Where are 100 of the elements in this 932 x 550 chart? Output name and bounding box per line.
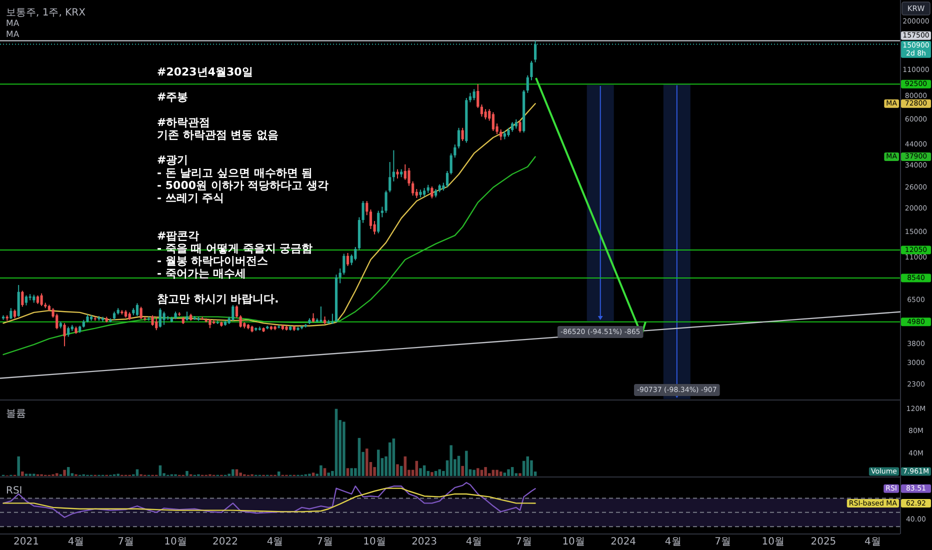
- candlestick: [446, 170, 449, 188]
- x-tick-label: 2023: [412, 536, 438, 548]
- candlestick: [250, 326, 254, 332]
- candlestick: [59, 322, 62, 328]
- candlestick: [472, 89, 476, 100]
- candlestick: [514, 119, 518, 129]
- candlestick: [281, 324, 284, 330]
- bar: [457, 456, 460, 476]
- candlestick: [308, 318, 311, 324]
- candlestick: [262, 327, 265, 332]
- candlestick: [67, 326, 70, 337]
- candlestick: [6, 315, 8, 321]
- bar: [415, 460, 418, 476]
- x-tick-label: 2025: [810, 536, 836, 548]
- annotation: #2023년4월30일 #주봉: [157, 66, 253, 104]
- bar: [358, 438, 361, 476]
- candlestick: [461, 128, 464, 141]
- candlestick: [331, 314, 334, 324]
- candlestick: [426, 184, 430, 193]
- candlestick: [232, 304, 234, 321]
- candlestick: [140, 306, 142, 320]
- line-series: [2, 156, 536, 356]
- x-tick-label: 10월: [164, 536, 187, 548]
- bar: [346, 468, 350, 476]
- candlestick: [266, 326, 269, 330]
- candlestick: [144, 316, 146, 321]
- bar: [55, 473, 58, 476]
- candlestick: [40, 293, 43, 306]
- candlestick: [63, 323, 66, 346]
- candlestick: [246, 324, 250, 330]
- bar: [342, 422, 346, 476]
- candlestick: [346, 253, 350, 266]
- annotation: 참고만 하시기 바랍니다.: [157, 292, 279, 306]
- bar: [518, 473, 522, 476]
- bar: [327, 472, 330, 476]
- line-series: [2, 482, 536, 518]
- text: 볼륨: [6, 408, 26, 420]
- candlestick: [158, 308, 162, 328]
- candlestick: [396, 169, 399, 178]
- candlestick: [235, 305, 238, 318]
- candlestick: [13, 309, 16, 318]
- bar: [232, 469, 234, 476]
- bar: [499, 472, 502, 476]
- candlestick: [323, 316, 326, 324]
- candlestick: [98, 316, 100, 321]
- x-tick-label: 7월: [516, 536, 532, 548]
- candlestick: [400, 169, 403, 178]
- candlestick: [377, 210, 380, 234]
- text: RSI: [6, 486, 22, 496]
- candlestick: [457, 128, 460, 148]
- bar: [17, 456, 20, 476]
- bar: [450, 445, 452, 476]
- candlestick: [151, 315, 154, 326]
- candlestick: [334, 274, 338, 322]
- candlestick: [109, 318, 112, 322]
- candlestick: [423, 188, 426, 197]
- bar: [366, 448, 368, 476]
- candlestick: [366, 200, 368, 216]
- candlestick: [193, 316, 196, 320]
- bar: [507, 469, 510, 476]
- bar: [496, 470, 498, 476]
- candlestick: [44, 302, 47, 308]
- candlestick: [342, 254, 346, 275]
- bar: [320, 465, 322, 476]
- x-tick-label: 10월: [762, 536, 785, 548]
- candlestick: [384, 190, 388, 213]
- candlestick: [392, 150, 395, 182]
- bar: [323, 468, 326, 476]
- x-tick-label: 4월: [664, 536, 682, 548]
- candlestick: [296, 326, 300, 331]
- candlestick: [17, 285, 20, 317]
- x-tick-label: 7월: [118, 536, 134, 548]
- text: 보통주, 1주, KRX: [6, 8, 86, 18]
- candlestick: [320, 306, 322, 322]
- candlestick: [270, 326, 272, 330]
- candlestick: [522, 90, 526, 133]
- candlestick: [216, 320, 219, 324]
- candlestick: [128, 312, 131, 320]
- bar: [239, 472, 242, 476]
- x-tick-label: 4월: [864, 536, 881, 548]
- bar: [438, 469, 441, 476]
- candlestick: [2, 315, 5, 320]
- candlestick: [186, 312, 188, 321]
- annotation: #하락관점 기존 하락관점 변동 없음: [157, 116, 278, 142]
- candlestick: [492, 112, 494, 131]
- candlestick: [450, 153, 452, 174]
- x-tick-label: 4월: [68, 536, 84, 548]
- candlestick: [304, 324, 307, 328]
- candlestick: [312, 313, 315, 322]
- bar: [404, 456, 407, 476]
- candlestick: [380, 206, 384, 218]
- candlestick: [503, 130, 506, 140]
- candlestick: [438, 184, 441, 192]
- candlestick: [239, 315, 242, 328]
- candlestick: [208, 319, 212, 328]
- candlestick: [362, 200, 364, 223]
- candlestick: [36, 295, 40, 304]
- candlestick: [78, 326, 82, 333]
- candlestick: [197, 316, 200, 321]
- bar: [350, 468, 353, 476]
